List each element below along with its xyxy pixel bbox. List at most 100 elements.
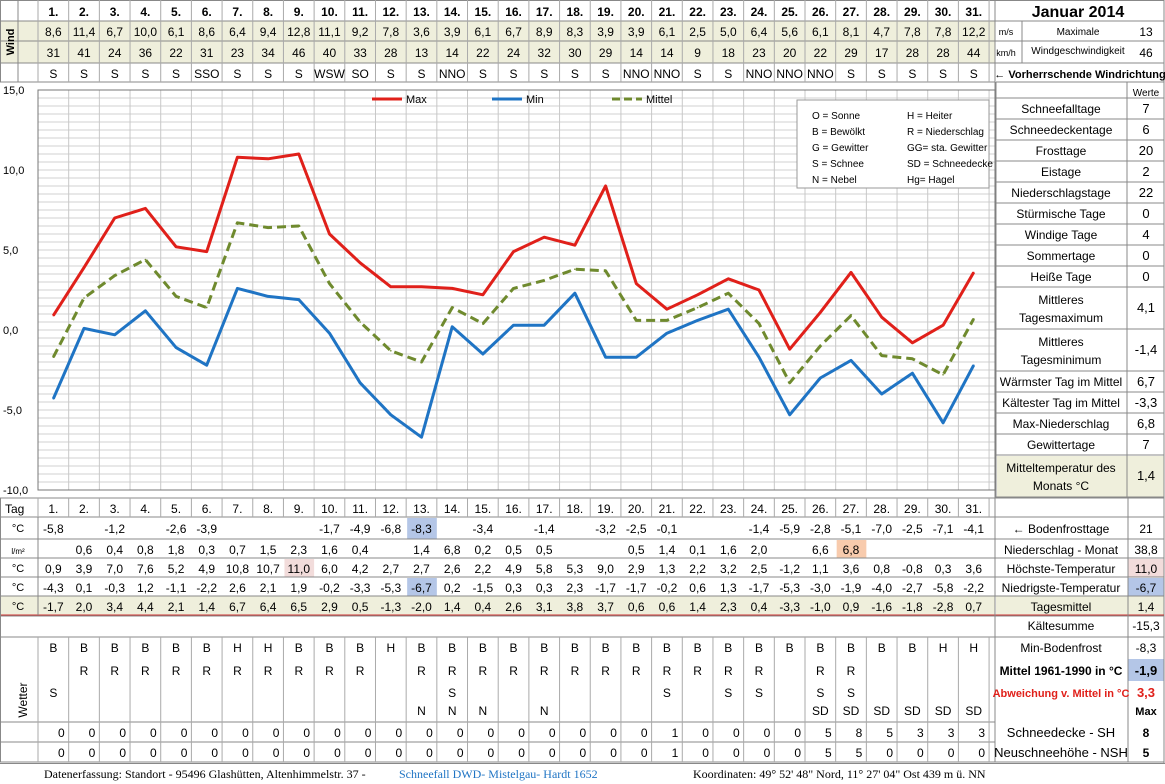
data-point-max xyxy=(972,271,975,274)
footer-reference-link[interactable]: Schneefall DWD- Mistelgau- Hardt 1652 xyxy=(399,767,598,781)
weather-code: R xyxy=(417,664,426,678)
data-point-min xyxy=(328,332,331,335)
ground-frost-value: -6,8 xyxy=(380,522,401,536)
weather-code: B xyxy=(417,641,425,655)
summary-label: ← Bodenfrosttage xyxy=(1013,522,1110,536)
weather-code: R xyxy=(356,664,365,678)
tmin-value: -5,3 xyxy=(380,581,401,595)
data-point-mittel xyxy=(175,295,177,298)
weather-code: R xyxy=(448,664,457,678)
wind-direction: S xyxy=(724,67,732,81)
weather-code: N xyxy=(479,704,488,718)
day-label: 14. xyxy=(444,502,461,516)
data-point-min xyxy=(420,436,423,439)
day-label: 2. xyxy=(79,5,89,19)
day-label: 17. xyxy=(536,5,553,19)
weather-code: S xyxy=(847,686,855,700)
data-point-max xyxy=(696,294,699,296)
wind-direction: NNO xyxy=(746,67,773,81)
precip-value: 0,5 xyxy=(505,543,522,557)
day-label: 26. xyxy=(812,502,829,516)
snow-depth-value: 0 xyxy=(426,726,433,740)
weather-code: R xyxy=(755,664,764,678)
tmax-value: 2,9 xyxy=(628,562,645,576)
weather-code: B xyxy=(847,641,855,655)
tmin-value: -5,3 xyxy=(779,581,800,595)
data-point-max xyxy=(236,156,239,158)
stats-label: Mittleres xyxy=(1038,335,1083,349)
data-point-max xyxy=(666,308,668,311)
weather-code: R xyxy=(80,664,89,678)
stats-label: Tagesminimum xyxy=(1021,353,1102,367)
day-label: 4. xyxy=(140,5,150,19)
stats-value: 7 xyxy=(1142,437,1149,452)
weather-code: B xyxy=(295,641,303,655)
summary-value: -1,9 xyxy=(1135,663,1157,678)
data-point-mittel xyxy=(328,282,331,285)
precip-value: 6,6 xyxy=(812,543,829,557)
snow-depth-value: 1 xyxy=(672,726,679,740)
snow-depth-value: 0 xyxy=(334,726,341,740)
precip-value: 0,7 xyxy=(229,543,246,557)
tmin-value: -4,0 xyxy=(871,581,892,595)
precip-value: 2,3 xyxy=(290,543,307,557)
tmin-value: 0,2 xyxy=(444,581,461,595)
weather-legend-item: B = Bewölkt xyxy=(812,127,865,138)
weather-code: B xyxy=(878,641,886,655)
row-label-unit: l/m² xyxy=(11,547,25,556)
wind-kmh-row-bg xyxy=(0,41,995,63)
snow-depth-value: 8 xyxy=(856,726,863,740)
y-tick-label: 0,0 xyxy=(3,325,18,337)
weather-code: R xyxy=(601,664,610,678)
weather-code: B xyxy=(571,641,579,655)
data-point-max xyxy=(543,236,546,238)
data-point-mittel xyxy=(359,321,361,323)
ground-frost-value: -4,1 xyxy=(963,522,984,536)
new-snow-value: 0 xyxy=(395,746,402,760)
weather-code: SD xyxy=(935,704,952,718)
new-snow-value: 0 xyxy=(917,746,924,760)
snow-depth-value: 0 xyxy=(580,726,587,740)
snow-depth-value: 0 xyxy=(702,726,709,740)
data-point-min xyxy=(175,346,177,349)
tmax-value: -0,8 xyxy=(902,562,923,576)
tmin-value: 0,3 xyxy=(505,581,522,595)
wind-ms-value: 5,0 xyxy=(720,25,737,39)
data-point-min xyxy=(52,398,55,400)
weather-code: H xyxy=(939,641,948,655)
tmax-value: 7,6 xyxy=(137,562,154,576)
wind-direction: S xyxy=(571,67,579,81)
precip-value: 1,6 xyxy=(321,543,338,557)
tmean-value: -1,6 xyxy=(871,600,892,614)
wind-ms-value: 8,3 xyxy=(567,25,584,39)
new-snow-value: 5 xyxy=(825,746,832,760)
day-label: 23. xyxy=(720,5,737,19)
weather-code: R xyxy=(264,664,273,678)
precip-value: 0,3 xyxy=(198,543,215,557)
data-point-mittel xyxy=(788,382,791,384)
tmin-value: 0,6 xyxy=(689,581,706,595)
wind-ms-value: 6,4 xyxy=(751,25,768,39)
summary-value: -6,7 xyxy=(1136,581,1157,595)
tmax-value: 4,2 xyxy=(352,562,369,576)
weather-code: S xyxy=(49,686,57,700)
new-snow-value: 0 xyxy=(273,746,280,760)
weather-code: B xyxy=(663,641,671,655)
weather-code: B xyxy=(908,641,916,655)
summary-label: Tagesmittel xyxy=(1031,600,1092,614)
day-label: 14. xyxy=(444,5,461,19)
data-point-max xyxy=(205,250,208,253)
stats-label: Frosttage xyxy=(1036,144,1087,158)
snow-depth-value: 0 xyxy=(150,726,157,740)
day-label: 25. xyxy=(781,502,798,516)
snow-depth-value: 5 xyxy=(886,726,893,740)
summary-label: Abweichung v. Mittel in °C xyxy=(993,688,1130,700)
stats-value: 6,8 xyxy=(1137,416,1155,431)
y-tick-label: 15,0 xyxy=(3,85,24,97)
data-point-mittel xyxy=(727,292,730,295)
day-label: 8. xyxy=(263,502,273,516)
ground-frost-value: -5,1 xyxy=(841,522,862,536)
wind-direction: S xyxy=(80,67,88,81)
summary-value: 5 xyxy=(1143,746,1150,760)
wind-direction: S xyxy=(479,67,487,81)
